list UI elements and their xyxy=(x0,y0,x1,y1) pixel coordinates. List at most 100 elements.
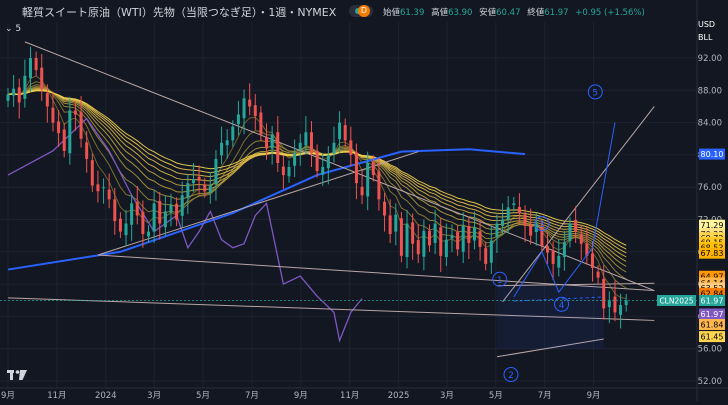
candle xyxy=(304,116,308,155)
wave-circle xyxy=(587,84,603,100)
candle-body xyxy=(478,231,482,247)
symbol-label-text: CLN2025 xyxy=(659,296,693,305)
wave-label: 4 xyxy=(554,296,570,312)
candle-body xyxy=(399,218,403,256)
candle-body xyxy=(197,176,201,181)
candle-body xyxy=(602,278,606,309)
candle-body xyxy=(225,140,229,146)
x-tick-label: 11月 xyxy=(47,391,66,401)
candle-body xyxy=(186,183,190,198)
price-label: 71.29 xyxy=(699,219,725,231)
candle xyxy=(602,265,606,320)
candle xyxy=(23,59,27,108)
symbol-title[interactable]: 軽質スイート原油（WTI）先物（当限つなぎ足）・1週・NYMEX xyxy=(22,6,337,19)
candle xyxy=(225,129,229,159)
price-label-text: 61.97 xyxy=(701,296,724,305)
candle-body xyxy=(557,255,561,268)
candle xyxy=(169,193,173,227)
candle xyxy=(236,100,240,136)
candle xyxy=(450,224,454,253)
candle xyxy=(439,218,443,272)
candle-body xyxy=(231,126,235,141)
candle-body xyxy=(506,207,510,220)
candle xyxy=(557,239,561,277)
candle-body xyxy=(326,154,330,169)
candle xyxy=(293,139,297,178)
candle-body xyxy=(163,211,167,228)
candle-body xyxy=(6,94,10,101)
open-label: 始値 xyxy=(383,8,401,18)
candle-body xyxy=(130,203,134,225)
candle-body xyxy=(433,223,437,243)
candle-body xyxy=(17,87,21,103)
price-label-bg xyxy=(699,287,725,299)
symbol-label-bg xyxy=(657,294,696,306)
trend-lines xyxy=(7,41,655,358)
price-label-text: 61.84 xyxy=(701,320,724,329)
currency-label[interactable]: USD xyxy=(698,20,716,29)
candle-body xyxy=(546,246,550,253)
candle-body xyxy=(619,305,623,315)
price-label-text: 80.10 xyxy=(701,150,724,159)
candle-body xyxy=(388,215,392,235)
tradingview-logo[interactable] xyxy=(7,367,29,386)
x-tick-label: 9月 xyxy=(1,391,15,401)
candle xyxy=(394,203,398,246)
x-tick-label: 7月 xyxy=(538,391,552,401)
candle xyxy=(248,83,252,116)
high-value: 63.90 xyxy=(448,8,473,18)
candle xyxy=(51,91,55,132)
price-label: 61.97 xyxy=(699,294,725,306)
price-label-text: 67.83 xyxy=(701,249,724,258)
candle xyxy=(354,143,358,200)
candle xyxy=(590,242,594,282)
price-label-bg xyxy=(699,318,725,330)
candle-body xyxy=(208,185,212,193)
candle xyxy=(40,53,44,101)
price-label-bg xyxy=(699,242,725,254)
price-label: 80.10 xyxy=(699,148,725,160)
candle xyxy=(197,165,201,195)
candle xyxy=(45,84,49,123)
candle-body xyxy=(281,166,285,176)
y-tick-label: 84.00 xyxy=(698,119,722,129)
y-tick-label: 92.00 xyxy=(698,54,722,64)
candle-body xyxy=(96,184,100,192)
candle xyxy=(276,116,280,172)
candle xyxy=(321,153,325,186)
indicators-toggle[interactable]: ⌄ 5 xyxy=(5,24,21,34)
candle-body xyxy=(422,230,426,257)
candle-body xyxy=(366,162,370,197)
candle-body xyxy=(287,167,291,177)
candle-body xyxy=(321,167,325,175)
candle xyxy=(506,196,510,234)
price-label-bg xyxy=(699,331,725,343)
candles xyxy=(6,46,628,329)
price-label-bg xyxy=(699,148,725,160)
candle xyxy=(309,120,313,168)
candle xyxy=(85,131,89,173)
candle xyxy=(113,188,117,235)
close-label: 終値 xyxy=(527,8,545,18)
candle-body xyxy=(118,218,122,232)
candle xyxy=(298,133,302,166)
candle xyxy=(107,173,111,209)
unit-label[interactable]: BLL xyxy=(698,33,713,42)
candle-body xyxy=(107,189,111,200)
candle-body xyxy=(377,171,381,200)
price-label-text: 64.97 xyxy=(701,272,724,281)
candle xyxy=(62,123,66,158)
candle xyxy=(147,225,150,243)
candle xyxy=(158,192,162,240)
candle xyxy=(163,195,167,237)
candle xyxy=(607,291,611,324)
candle xyxy=(399,211,403,263)
wave-labels: 1 2 3 4 5 xyxy=(492,84,603,383)
candle-body xyxy=(124,223,128,236)
candle-body xyxy=(394,214,398,232)
candle-body xyxy=(467,225,471,243)
y-tick-label: 56.00 xyxy=(698,345,722,355)
